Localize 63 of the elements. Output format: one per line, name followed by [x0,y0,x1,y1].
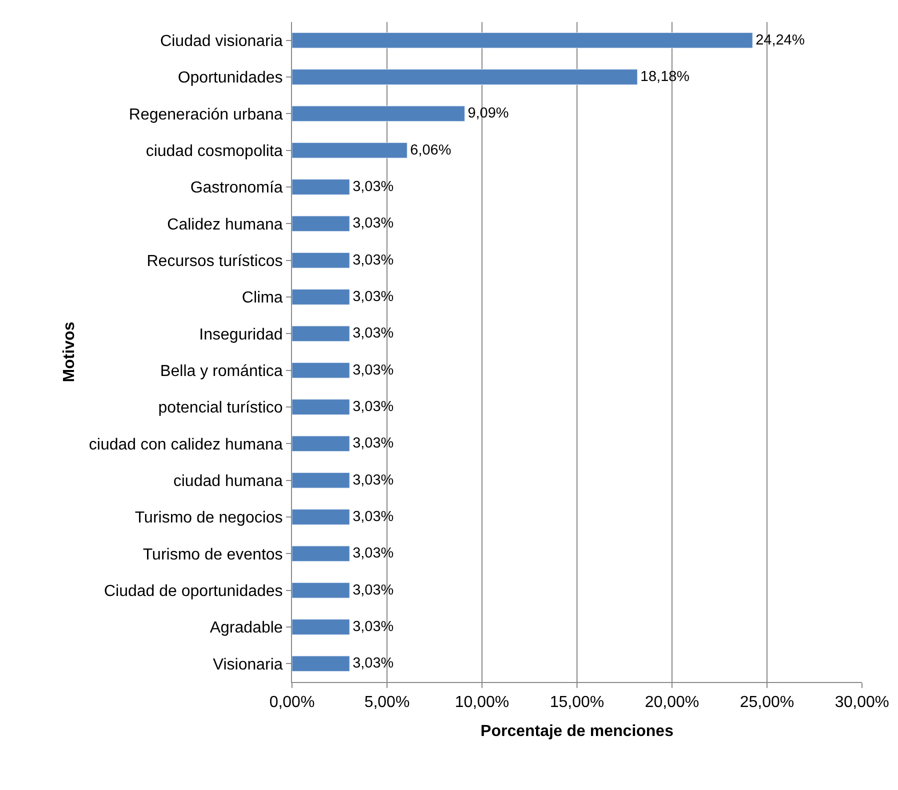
data-label: 3,03% [352,656,394,672]
x-tick-label: 20,00% [644,694,700,712]
x-tick-label: 30,00% [834,694,890,712]
bar [292,179,350,195]
bar [292,399,350,415]
bar [292,582,350,598]
x-tick-label: 0,00% [269,694,315,712]
y-tick-label: Gastronomía [190,180,283,197]
bar [292,436,350,452]
y-tick-label: ciudad con calidez humana [88,436,283,454]
data-label: 3,03% [352,619,394,636]
bar [292,472,350,488]
bar [292,289,350,305]
y-tick-label: Bella y romántica [160,362,283,380]
y-tick-label: Ciudad visionaria [160,32,283,50]
y-tick-label: Visionaria [212,656,283,674]
y-tick-label: ciudad cosmopolita [146,142,283,160]
y-tick-label: Inseguridad [199,326,283,344]
bar [292,216,350,232]
data-label: 6,06% [410,142,452,158]
y-tick-label: Recursos turísticos [146,252,283,270]
bar [292,509,350,525]
y-tick-label: Calidez humana [167,216,283,234]
x-tick-label: 25,00% [740,694,794,712]
data-label: 24,24% [756,32,805,48]
bar [292,326,350,342]
data-label: 3,03% [352,509,394,526]
y-tick-label: Turismo de eventos [142,546,283,564]
data-label: 3,03% [352,216,394,232]
y-tick-label: potencial turístico [158,400,283,417]
bar [292,69,638,85]
x-tick-label: 15,00% [550,694,604,712]
data-label: 3,03% [352,436,394,452]
bar [292,362,350,378]
bar [292,106,465,122]
data-label: 3,03% [352,252,394,268]
bar [292,656,350,672]
data-label: 3,03% [352,472,394,488]
y-tick-label: ciudad humana [173,472,283,490]
bar [292,142,408,158]
bar [292,252,350,268]
data-label: 3,03% [352,362,394,378]
y-tick-label: Turismo de negocios [134,510,283,527]
data-label: 3,03% [352,399,394,416]
y-tick-label: Ciudad de oportunidades [104,582,283,600]
y-axis-title: Motivos [60,322,78,382]
data-label: 3,03% [352,582,394,598]
data-label: 3,03% [352,546,394,562]
x-tick-label: 5,00% [364,694,410,712]
x-axis-title: Porcentaje de menciones [480,722,674,740]
bar [292,32,753,48]
y-tick-label: Agradable [210,620,283,637]
y-tick-label: Regeneración urbana [128,106,283,124]
x-tick-label: 10,00% [454,694,510,712]
data-label: 3,03% [352,326,394,342]
y-tick-label: Oportunidades [178,70,283,87]
data-label: 18,18% [640,69,690,86]
y-tick-label: Clima [242,290,283,307]
data-label: 3,03% [352,179,394,196]
data-label: 9,09% [468,106,509,122]
data-label: 3,03% [352,289,394,306]
bar [292,546,350,562]
bar [292,619,350,635]
